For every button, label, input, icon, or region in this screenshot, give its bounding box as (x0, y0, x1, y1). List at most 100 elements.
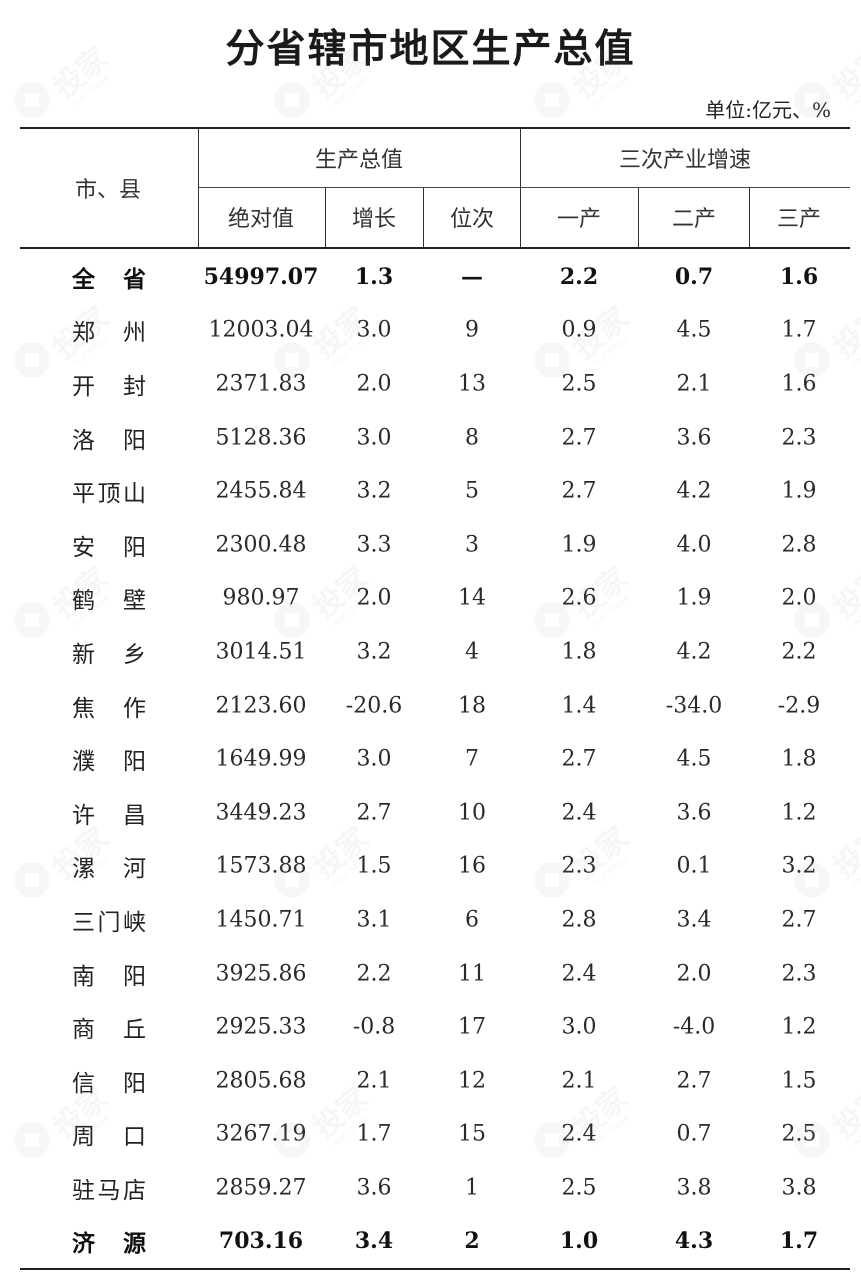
cell-region: 洛阳 (72, 427, 146, 454)
cell-secondary: 4.2 (676, 639, 712, 665)
cell-rank: 18 (458, 693, 486, 719)
cell-absolute: 2859.27 (215, 1175, 307, 1201)
cell-primary: 2.2 (559, 263, 599, 290)
svg-text:PANORAMA: PANORAMA (70, 73, 111, 109)
cell-rank: 1 (465, 1175, 479, 1201)
cell-absolute: 12003.04 (208, 317, 314, 343)
cell-secondary: 1.9 (676, 585, 712, 611)
cell-absolute: 703.16 (218, 1228, 304, 1255)
table-row: 洛阳 5128.36 3.0 8 2.7 3.6 2.3 (0, 411, 861, 465)
cell-growth: -20.6 (345, 693, 403, 719)
page-title: 分省辖市地区生产总值 (225, 27, 636, 72)
cell-primary: 2.3 (561, 853, 597, 879)
cell-tertiary: 3.2 (781, 853, 817, 879)
cell-tertiary: 1.7 (779, 1228, 819, 1255)
cell-growth: 3.6 (356, 1175, 392, 1201)
table-row: 焦作 2123.60 -20.6 18 1.4 -34.0 -2.9 (0, 679, 861, 733)
cell-secondary: 3.4 (676, 907, 712, 933)
unit-label: 单位:亿元、% (705, 98, 831, 122)
svg-text:PANORAMA: PANORAMA (850, 73, 861, 109)
cell-rank: 16 (458, 853, 486, 879)
cell-primary: 2.5 (561, 371, 597, 397)
cell-growth: 2.2 (356, 961, 392, 987)
cell-secondary: 4.2 (676, 478, 712, 504)
cell-rank: 2 (464, 1228, 480, 1255)
cell-primary: 2.5 (561, 1175, 597, 1201)
svg-text:PANORAMA: PANORAMA (590, 73, 631, 109)
cell-rank: 6 (465, 907, 479, 933)
cell-primary: 2.7 (561, 478, 597, 504)
cell-growth: 2.0 (356, 585, 392, 611)
cell-primary: 1.0 (559, 1228, 599, 1255)
cell-secondary: 4.5 (676, 746, 712, 772)
cell-absolute: 3014.51 (215, 639, 307, 665)
header-sector-group: 三次产业增速 (618, 148, 752, 173)
cell-growth: 1.7 (356, 1121, 392, 1147)
table-row: 济源 703.16 3.4 2 1.0 4.3 1.7 (0, 1215, 861, 1269)
cell-region: 信阳 (72, 1070, 146, 1097)
cell-tertiary: 2.5 (781, 1121, 817, 1147)
cell-region: 商丘 (72, 1017, 146, 1044)
table-row: 新乡 3014.51 3.2 4 1.8 4.2 2.2 (0, 625, 861, 679)
cell-secondary: 4.3 (674, 1228, 714, 1255)
cell-primary: 2.4 (561, 1121, 597, 1147)
cell-region: 焦作 (72, 695, 146, 722)
header-primary: 一产 (556, 207, 602, 232)
table-row: 商丘 2925.33 -0.8 17 3.0 -4.0 1.2 (0, 1000, 861, 1054)
cell-tertiary: 1.8 (781, 746, 817, 772)
cell-region: 开封 (72, 373, 146, 400)
header-region: 市、县 (74, 178, 142, 203)
cell-primary: 2.4 (561, 961, 597, 987)
header-secondary: 二产 (671, 207, 717, 232)
table-bottom-rule (20, 1268, 850, 1270)
cell-rank: 10 (458, 800, 486, 826)
cell-growth: 3.1 (356, 907, 392, 933)
cell-rank: 5 (465, 478, 479, 504)
cell-absolute: 1573.88 (215, 853, 307, 879)
svg-text:PANORAMA: PANORAMA (330, 73, 371, 109)
cell-region: 全省 (72, 265, 146, 293)
cell-region: 安阳 (72, 534, 146, 561)
cell-secondary: 2.0 (676, 961, 712, 987)
header-divider (423, 188, 424, 247)
cell-growth: 3.4 (354, 1228, 394, 1255)
cell-tertiary: 2.2 (781, 639, 817, 665)
cell-secondary: 0.1 (676, 853, 712, 879)
table-row: 许昌 3449.23 2.7 10 2.4 3.6 1.2 (0, 786, 861, 840)
cell-absolute: 2805.68 (215, 1068, 307, 1094)
cell-primary: 2.1 (561, 1068, 597, 1094)
table-row: 南阳 3925.86 2.2 11 2.4 2.0 2.3 (0, 947, 861, 1001)
cell-tertiary: 1.7 (781, 317, 817, 343)
cell-absolute: 3449.23 (215, 800, 307, 826)
table-row: 安阳 2300.48 3.3 3 1.9 4.0 2.8 (0, 518, 861, 572)
cell-absolute: 3267.19 (215, 1121, 307, 1147)
cell-region: 漯河 (72, 856, 146, 883)
cell-secondary: 0.7 (676, 1121, 712, 1147)
cell-region: 郑州 (72, 320, 146, 347)
cell-region: 南阳 (72, 963, 146, 990)
table-row: 濮阳 1649.99 3.0 7 2.7 4.5 1.8 (0, 732, 861, 786)
cell-rank: 3 (465, 532, 479, 558)
cell-region: 濮阳 (72, 749, 146, 776)
table-top-rule (20, 127, 850, 129)
header-divider (325, 188, 326, 247)
header-divider (198, 129, 199, 247)
cell-region: 鹤壁 (72, 588, 146, 615)
cell-growth: -0.8 (352, 1014, 396, 1040)
cell-rank: 12 (458, 1068, 486, 1094)
cell-absolute: 2925.33 (215, 1014, 307, 1040)
cell-tertiary: 1.6 (781, 371, 817, 397)
cell-growth: 3.2 (356, 478, 392, 504)
cell-tertiary: 1.9 (781, 478, 817, 504)
cell-secondary: 4.0 (676, 532, 712, 558)
cell-growth: 1.5 (356, 853, 392, 879)
cell-secondary: 4.5 (676, 317, 712, 343)
header-mid-rule (198, 187, 850, 188)
cell-growth: 3.0 (356, 746, 392, 772)
cell-rank: 8 (465, 425, 479, 451)
table-row: 全省 54997.07 1.3 — 2.2 0.7 1.6 (0, 250, 861, 304)
cell-secondary: -34.0 (665, 693, 723, 719)
cell-absolute: 980.97 (222, 585, 300, 611)
header-tertiary: 三产 (776, 207, 822, 232)
cell-region: 三门峡 (72, 909, 146, 936)
